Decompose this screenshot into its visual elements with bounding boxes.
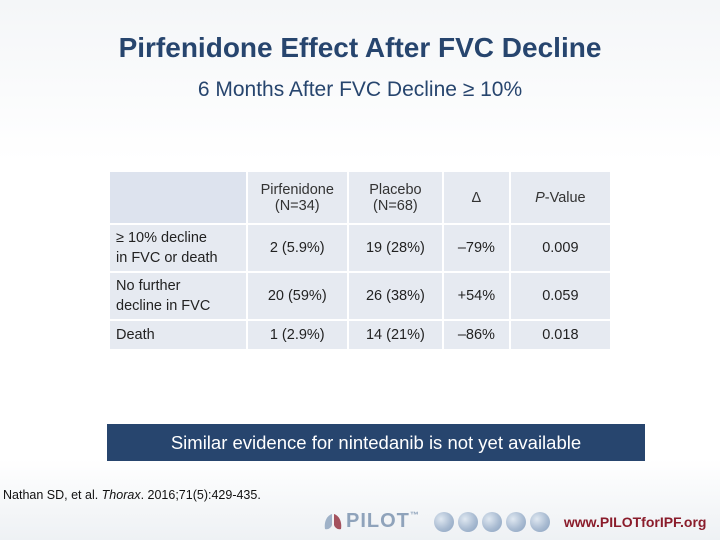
citation-authors: Nathan SD, et al.	[3, 488, 102, 502]
globe-decoration	[433, 511, 550, 532]
footer-bar: PILOT™ www.PILOTforIPF.org	[300, 503, 720, 540]
citation-details: . 2016;71(5):429-435.	[140, 488, 261, 502]
globe-icon	[457, 511, 478, 532]
callout-banner: Similar evidence for nintedanib is not y…	[107, 424, 645, 461]
header-pirfenidone-name: Pirfenidone	[260, 181, 334, 198]
row-label: No further decline in FVC	[110, 273, 246, 319]
header-corner-cell	[110, 172, 246, 223]
row-label-line: ≥ 10% decline	[116, 230, 207, 246]
header-p-rest: -Value	[544, 189, 586, 206]
globe-icon	[529, 511, 550, 532]
results-table: Pirfenidone (N=34) Placebo (N=68) Δ P-Va…	[108, 170, 612, 351]
citation-journal: Thorax	[101, 488, 141, 502]
citation: Nathan SD, et al. Thorax. 2016;71(5):429…	[3, 488, 261, 502]
slide-subtitle: 6 Months After FVC Decline ≥ 10%	[197, 78, 523, 101]
header-p-letter: P	[535, 189, 545, 206]
cell-pirfenidone: 2 (5.9%)	[247, 225, 347, 271]
row-label: ≥ 10% decline in FVC or death	[110, 225, 246, 271]
pilot-logo-word: PILOT	[346, 510, 410, 532]
table-row: ≥ 10% decline in FVC or death 2 (5.9%) 1…	[110, 225, 610, 271]
trademark-symbol: ™	[409, 510, 420, 520]
header-placebo: Placebo (N=68)	[348, 172, 442, 223]
header-pirfenidone: Pirfenidone (N=34)	[247, 172, 347, 223]
pilot-logo-text: PILOT™	[346, 510, 420, 533]
row-label-line: decline in FVC	[116, 298, 211, 314]
globe-icon	[481, 511, 502, 532]
header-placebo-n: (N=68)	[373, 197, 418, 214]
cell-placebo: 14 (21%)	[348, 321, 442, 349]
cell-placebo: 19 (28%)	[348, 225, 442, 271]
cell-delta: –86%	[443, 321, 509, 349]
cell-pirfenidone: 1 (2.9%)	[247, 321, 347, 349]
table-row: Death 1 (2.9%) 14 (21%) –86% 0.018	[110, 321, 610, 349]
cell-p-value: 0.059	[510, 273, 610, 319]
row-label-line: No further	[116, 278, 181, 294]
globe-icon	[505, 511, 526, 532]
table-row: No further decline in FVC 20 (59%) 26 (3…	[110, 273, 610, 319]
cell-p-value: 0.018	[510, 321, 610, 349]
cell-pirfenidone: 20 (59%)	[247, 273, 347, 319]
row-label-line: in FVC or death	[116, 250, 218, 266]
header-pirfenidone-n: (N=34)	[274, 197, 320, 214]
table-header-row: Pirfenidone (N=34) Placebo (N=68) Δ P-Va…	[110, 172, 610, 223]
cell-placebo: 26 (38%)	[348, 273, 442, 319]
lungs-icon	[324, 513, 342, 529]
header-delta: Δ	[443, 172, 509, 223]
header-p-value: P-Value	[510, 172, 610, 223]
cell-p-value: 0.009	[510, 225, 610, 271]
row-label: Death	[110, 321, 246, 349]
cell-delta: –79%	[443, 225, 509, 271]
globe-icon	[433, 511, 454, 532]
header-placebo-name: Placebo	[369, 181, 422, 198]
pilot-logo: PILOT™	[322, 510, 420, 533]
slide-title: Pirfenidone Effect After FVC Decline	[118, 32, 602, 63]
footer-url-link[interactable]: www.PILOTforIPF.org	[563, 513, 707, 530]
cell-delta: +54%	[443, 273, 509, 319]
row-label-line: Death	[116, 327, 155, 343]
